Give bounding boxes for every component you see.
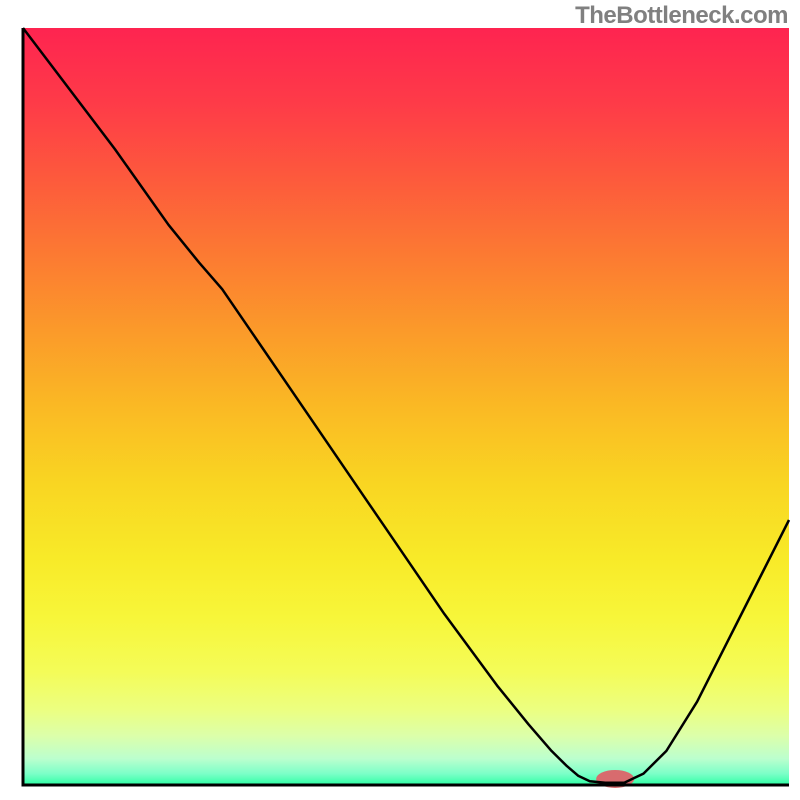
watermark-text: TheBottleneck.com <box>575 2 788 30</box>
gradient-background <box>23 28 789 785</box>
chart-container: TheBottleneck.com <box>0 0 800 800</box>
bottleneck-chart <box>0 0 800 800</box>
